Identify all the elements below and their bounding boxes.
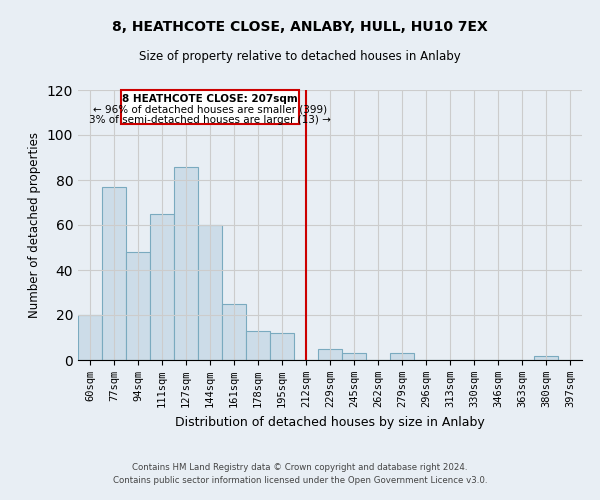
Text: Size of property relative to detached houses in Anlaby: Size of property relative to detached ho… (139, 50, 461, 63)
Bar (318, 349, 342, 360)
Bar (246, 331, 270, 360)
Bar (342, 353, 366, 360)
Bar (390, 353, 414, 360)
Text: 8 HEATHCOTE CLOSE: 207sqm: 8 HEATHCOTE CLOSE: 207sqm (122, 94, 298, 104)
Bar (102, 186, 126, 360)
Bar (270, 333, 294, 360)
Bar (78, 315, 102, 360)
Bar (534, 356, 558, 360)
FancyBboxPatch shape (121, 90, 299, 124)
Bar (174, 166, 198, 360)
Y-axis label: Number of detached properties: Number of detached properties (28, 132, 41, 318)
Bar (150, 214, 174, 360)
Text: ← 96% of detached houses are smaller (399): ← 96% of detached houses are smaller (39… (93, 104, 327, 115)
Bar (126, 252, 150, 360)
Bar (222, 304, 246, 360)
Text: 8, HEATHCOTE CLOSE, ANLABY, HULL, HU10 7EX: 8, HEATHCOTE CLOSE, ANLABY, HULL, HU10 7… (112, 20, 488, 34)
Bar (198, 225, 222, 360)
X-axis label: Distribution of detached houses by size in Anlaby: Distribution of detached houses by size … (175, 416, 485, 428)
Text: 3% of semi-detached houses are larger (13) →: 3% of semi-detached houses are larger (1… (89, 115, 331, 124)
Text: Contains HM Land Registry data © Crown copyright and database right 2024.
Contai: Contains HM Land Registry data © Crown c… (113, 464, 487, 485)
